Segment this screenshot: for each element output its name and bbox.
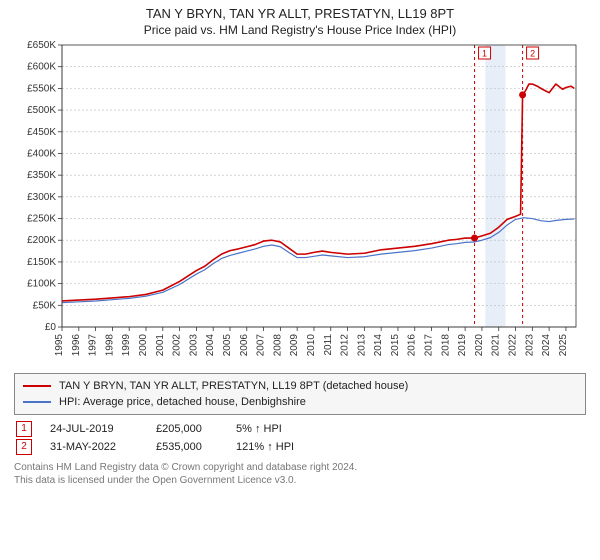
page-title: TAN Y BRYN, TAN YR ALLT, PRESTATYN, LL19… [14, 6, 586, 21]
marker-row: 1 24-JUL-2019 £205,000 5% ↑ HPI [16, 421, 586, 437]
svg-text:£200K: £200K [27, 235, 56, 246]
svg-text:£0: £0 [45, 322, 57, 333]
marker-badge: 2 [16, 439, 32, 455]
legend: TAN Y BRYN, TAN YR ALLT, PRESTATYN, LL19… [14, 373, 586, 415]
legend-label: HPI: Average price, detached house, Denb… [59, 394, 306, 410]
svg-text:1999: 1999 [121, 334, 132, 357]
legend-label: TAN Y BRYN, TAN YR ALLT, PRESTATYN, LL19… [59, 378, 408, 394]
svg-text:2007: 2007 [256, 334, 267, 357]
svg-text:2012: 2012 [340, 334, 351, 357]
marker-table: 1 24-JUL-2019 £205,000 5% ↑ HPI 2 31-MAY-2022… [14, 419, 586, 455]
svg-text:2010: 2010 [306, 334, 317, 357]
marker-date: 31-MAY-2022 [50, 441, 138, 453]
svg-text:£400K: £400K [27, 148, 56, 159]
svg-text:2008: 2008 [272, 334, 283, 357]
svg-text:2018: 2018 [440, 334, 451, 357]
svg-text:£550K: £550K [27, 83, 56, 94]
svg-text:2013: 2013 [356, 334, 367, 357]
marker-price: £205,000 [156, 423, 218, 435]
legend-row: HPI: Average price, detached house, Denb… [23, 394, 577, 410]
legend-swatch [23, 385, 51, 387]
license-line1: Contains HM Land Registry data © Crown c… [14, 461, 586, 474]
svg-text:2024: 2024 [541, 334, 552, 357]
marker-pct: 5% ↑ HPI [236, 423, 282, 435]
svg-text:£650K: £650K [27, 40, 56, 51]
svg-text:2000: 2000 [138, 334, 149, 357]
marker-pct: 121% ↑ HPI [236, 441, 294, 453]
svg-text:£50K: £50K [33, 300, 57, 311]
page-subtitle: Price paid vs. HM Land Registry's House … [14, 23, 586, 37]
license-text: Contains HM Land Registry data © Crown c… [14, 461, 586, 487]
svg-text:2003: 2003 [188, 334, 199, 357]
svg-text:£300K: £300K [27, 192, 56, 203]
license-line2: This data is licensed under the Open Gov… [14, 474, 586, 487]
svg-text:£350K: £350K [27, 170, 56, 181]
svg-text:2: 2 [530, 49, 535, 59]
svg-text:2009: 2009 [289, 334, 300, 357]
svg-text:2017: 2017 [424, 334, 435, 357]
svg-text:£150K: £150K [27, 257, 56, 268]
legend-row: TAN Y BRYN, TAN YR ALLT, PRESTATYN, LL19… [23, 378, 577, 394]
marker-badge: 1 [16, 421, 32, 437]
svg-text:2021: 2021 [491, 334, 502, 357]
svg-text:2025: 2025 [558, 334, 569, 357]
svg-text:1: 1 [482, 49, 487, 59]
svg-text:2002: 2002 [172, 334, 183, 357]
svg-text:2001: 2001 [155, 334, 166, 357]
svg-text:£100K: £100K [27, 279, 56, 290]
svg-text:1996: 1996 [71, 334, 82, 357]
svg-text:2023: 2023 [524, 334, 535, 357]
svg-text:1998: 1998 [104, 334, 115, 357]
svg-text:2006: 2006 [239, 334, 250, 357]
title-block: TAN Y BRYN, TAN YR ALLT, PRESTATYN, LL19… [14, 6, 586, 37]
price-chart: 1 2 £0 £50K £100K £150K £200K £250K £300K £350K £4… [14, 37, 586, 367]
svg-text:1995: 1995 [54, 334, 65, 357]
svg-text:2005: 2005 [222, 334, 233, 357]
svg-text:2004: 2004 [205, 334, 216, 357]
svg-text:2022: 2022 [508, 334, 519, 357]
svg-text:2020: 2020 [474, 334, 485, 357]
svg-text:2011: 2011 [323, 334, 334, 356]
svg-text:2014: 2014 [373, 334, 384, 357]
chart-svg: 1 2 £0 £50K £100K £150K £200K £250K £300K £350K £4… [14, 37, 586, 367]
svg-text:£500K: £500K [27, 105, 56, 116]
svg-text:1997: 1997 [88, 334, 99, 357]
svg-text:£250K: £250K [27, 214, 56, 225]
svg-text:£600K: £600K [27, 62, 56, 73]
svg-text:2016: 2016 [407, 334, 418, 357]
marker-price: £535,000 [156, 441, 218, 453]
legend-swatch [23, 401, 51, 403]
svg-text:2019: 2019 [457, 334, 468, 357]
marker-date: 24-JUL-2019 [50, 423, 138, 435]
svg-text:2015: 2015 [390, 334, 401, 357]
marker-row: 2 31-MAY-2022 £535,000 121% ↑ HPI [16, 439, 586, 455]
svg-text:£450K: £450K [27, 127, 56, 138]
